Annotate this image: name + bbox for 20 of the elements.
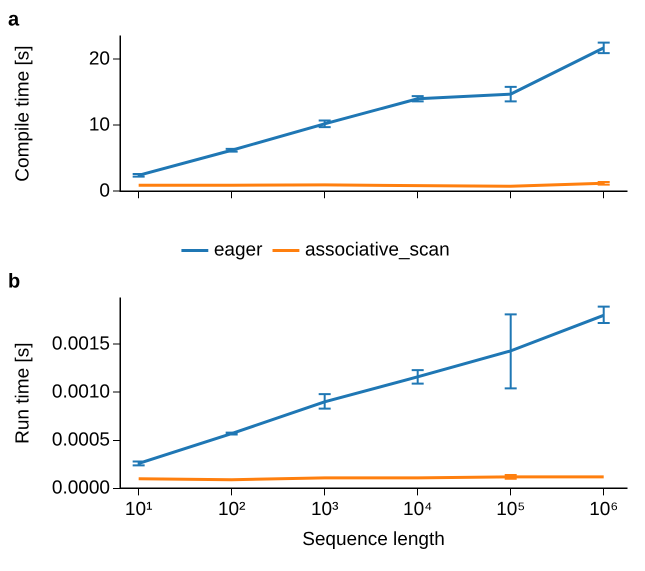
legend-label: eager — [214, 240, 264, 261]
y-tick-label: 0.0000 — [52, 478, 110, 499]
x-tick-label: 10² — [218, 499, 246, 520]
x-tick-label: 10¹ — [124, 499, 152, 520]
y-tick-label: 0.0005 — [52, 430, 110, 451]
legend-label: associative_scan — [304, 240, 450, 261]
x-tick-label: 10⁵ — [496, 499, 526, 520]
y-axis-title: Run time [s] — [12, 342, 34, 444]
chart-title: a — [8, 8, 20, 31]
y-tick-label: 0 — [99, 180, 110, 202]
y-tick-label: 10 — [88, 114, 110, 136]
x-tick-label: 10³ — [310, 499, 338, 520]
chart-title: b — [8, 270, 20, 293]
x-tick-label: 10⁴ — [403, 499, 432, 520]
y-tick-label: 0.0015 — [52, 333, 110, 354]
y-tick-label: 0.0010 — [52, 381, 110, 402]
x-tick-label: 10⁶ — [589, 499, 618, 520]
y-tick-label: 20 — [88, 48, 110, 70]
x-axis-title: Sequence length — [302, 528, 445, 550]
y-axis-title: Compile time [s] — [12, 46, 34, 182]
